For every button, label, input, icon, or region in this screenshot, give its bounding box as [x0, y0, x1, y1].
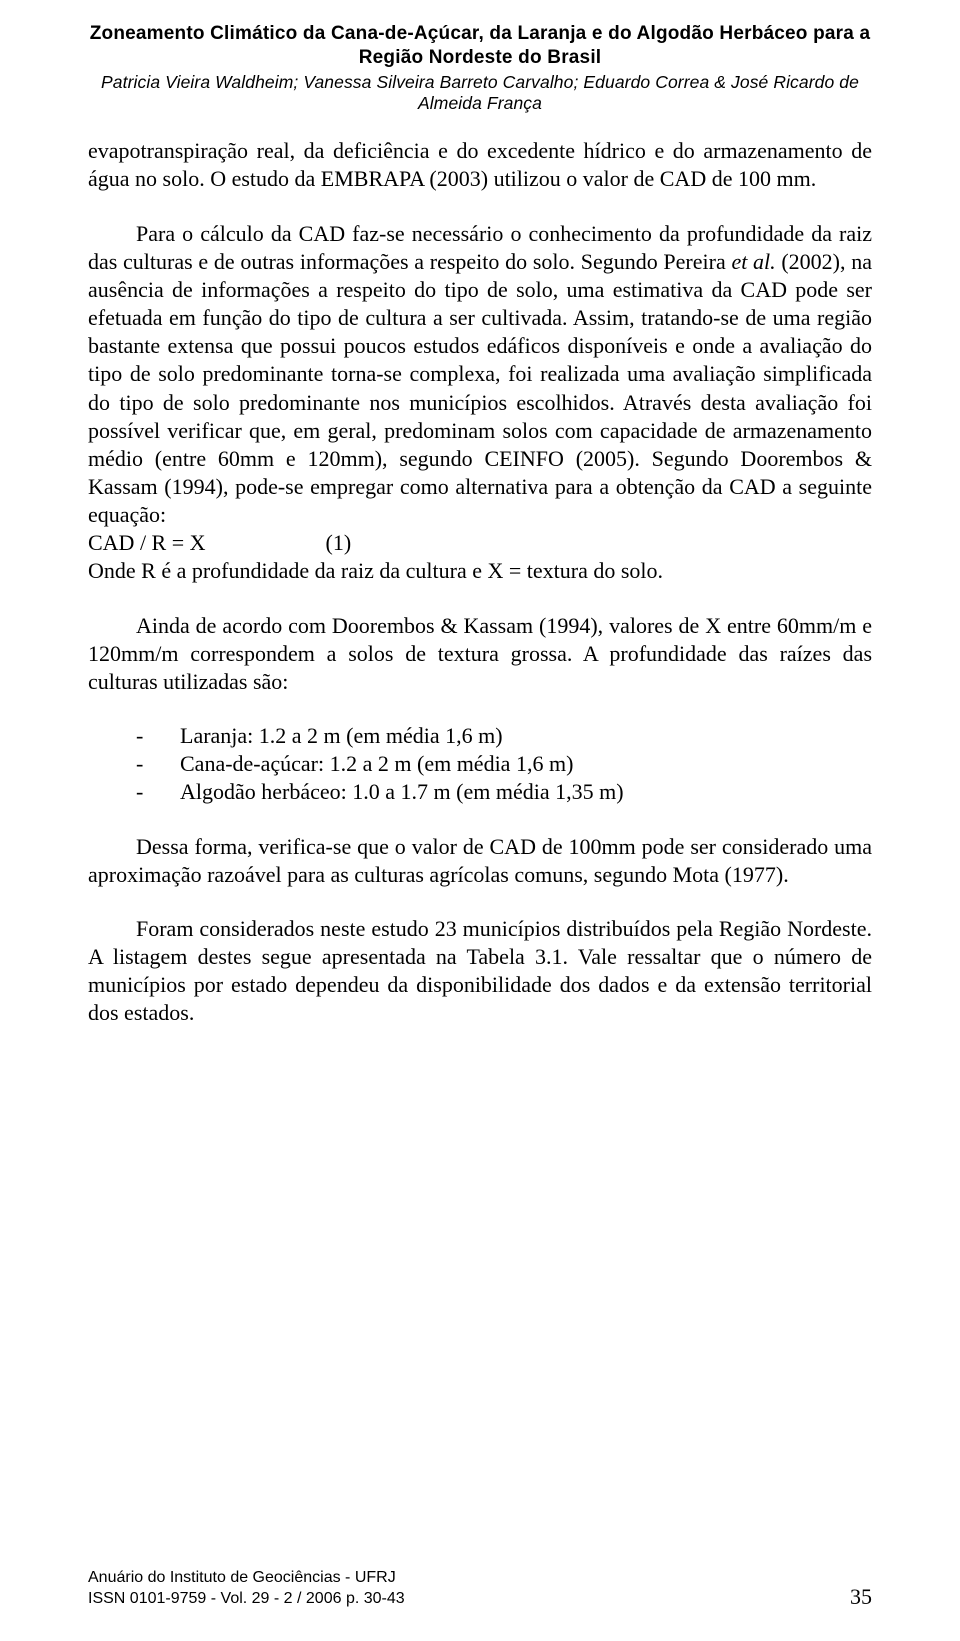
equation-1-lhs: CAD / R = X: [88, 530, 206, 555]
running-head-title: Zoneamento Climático da Cana-de-Açúcar, …: [88, 22, 872, 70]
running-head-authors: Patricia Vieira Waldheim; Vanessa Silvei…: [88, 72, 872, 116]
footer-journal-line2: ISSN 0101-9759 - Vol. 29 - 2 / 2006 p. 3…: [88, 1589, 872, 1609]
paragraph-2-etal: et al.: [731, 249, 775, 274]
equation-1-number: (1): [326, 530, 352, 555]
list-item-algodao: -Algodão herbáceo: 1.0 a 1.7 m (em média…: [88, 778, 872, 806]
running-head-title-line2: Região Nordeste do Brasil: [359, 47, 602, 68]
paragraph-5: Foram considerados neste estudo 23 munic…: [88, 915, 872, 1028]
equation-1-definition: Onde R é a profundidade da raiz da cultu…: [88, 557, 872, 585]
list-dash-1: -: [136, 722, 180, 750]
crop-root-depth-list: -Laranja: 1.2 a 2 m (em média 1,6 m) -Ca…: [88, 722, 872, 806]
paragraph-1: evapotranspiração real, da deficiência e…: [88, 137, 872, 193]
paragraph-4: Dessa forma, verifica-se que o valor de …: [88, 833, 872, 889]
page-footer: Anuário do Instituto de Geociências - UF…: [88, 1568, 872, 1609]
list-item-cana: -Cana-de-açúcar: 1.2 a 2 m (em média 1,6…: [88, 750, 872, 778]
paragraph-2: Para o cálculo da CAD faz-se necessário …: [88, 220, 872, 586]
running-head-title-line1: Zoneamento Climático da Cana-de-Açúcar, …: [90, 23, 871, 44]
list-item-cana-text: Cana-de-açúcar: 1.2 a 2 m (em média 1,6 …: [180, 751, 573, 776]
list-dash-2: -: [136, 750, 180, 778]
footer-journal-line1: Anuário do Instituto de Geociências - UF…: [88, 1568, 872, 1588]
list-dash-3: -: [136, 778, 180, 806]
equation-1: CAD / R = X (1): [88, 529, 872, 557]
page-number: 35: [850, 1583, 872, 1611]
list-item-algodao-text: Algodão herbáceo: 1.0 a 1.7 m (em média …: [180, 779, 624, 804]
paragraph-1-text: evapotranspiração real, da deficiência e…: [88, 138, 872, 191]
list-item-laranja-text: Laranja: 1.2 a 2 m (em média 1,6 m): [180, 723, 503, 748]
paragraph-3: Ainda de acordo com Doorembos & Kassam (…: [88, 612, 872, 696]
paragraph-2-part-b: (2002), na ausência de informações a res…: [88, 249, 872, 527]
list-item-laranja: -Laranja: 1.2 a 2 m (em média 1,6 m): [88, 722, 872, 750]
